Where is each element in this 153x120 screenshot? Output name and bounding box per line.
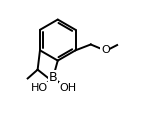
Text: O: O bbox=[101, 45, 110, 55]
Text: HO: HO bbox=[31, 83, 48, 93]
Text: B: B bbox=[49, 71, 57, 84]
Text: OH: OH bbox=[59, 83, 76, 93]
